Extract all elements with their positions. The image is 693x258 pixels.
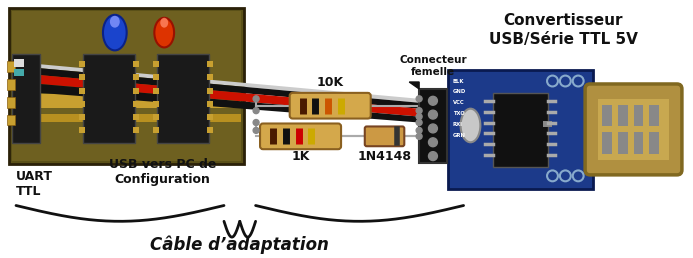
Circle shape — [253, 96, 259, 102]
FancyBboxPatch shape — [598, 126, 669, 132]
Circle shape — [416, 127, 422, 133]
Text: Câble d’adaptation: Câble d’adaptation — [150, 235, 329, 254]
FancyBboxPatch shape — [132, 127, 139, 133]
Text: USB/Série TTL 5V: USB/Série TTL 5V — [489, 32, 638, 47]
FancyBboxPatch shape — [602, 105, 612, 154]
FancyBboxPatch shape — [633, 105, 643, 154]
FancyBboxPatch shape — [153, 88, 159, 94]
FancyBboxPatch shape — [7, 115, 15, 125]
Text: RXI: RXI — [453, 122, 463, 127]
FancyBboxPatch shape — [153, 101, 159, 107]
FancyBboxPatch shape — [7, 61, 15, 72]
FancyBboxPatch shape — [207, 114, 213, 119]
FancyBboxPatch shape — [260, 124, 341, 149]
Polygon shape — [40, 84, 419, 123]
Circle shape — [428, 124, 437, 133]
FancyBboxPatch shape — [14, 59, 24, 67]
FancyBboxPatch shape — [598, 99, 669, 160]
Text: 1K: 1K — [291, 150, 310, 163]
FancyBboxPatch shape — [7, 97, 15, 108]
Circle shape — [428, 138, 437, 147]
Ellipse shape — [461, 109, 480, 142]
Text: VCC: VCC — [453, 100, 464, 105]
FancyBboxPatch shape — [153, 114, 159, 119]
FancyBboxPatch shape — [12, 114, 241, 122]
Circle shape — [416, 96, 422, 102]
FancyBboxPatch shape — [79, 114, 85, 119]
FancyBboxPatch shape — [365, 126, 404, 146]
Ellipse shape — [103, 15, 127, 50]
Text: UART
TTL: UART TTL — [16, 170, 53, 198]
Text: TXO: TXO — [453, 111, 464, 116]
Ellipse shape — [155, 18, 174, 47]
FancyBboxPatch shape — [157, 54, 209, 143]
FancyBboxPatch shape — [153, 74, 159, 80]
FancyBboxPatch shape — [132, 74, 139, 80]
Circle shape — [428, 110, 437, 119]
Ellipse shape — [160, 18, 168, 28]
Polygon shape — [40, 64, 419, 103]
Text: GND: GND — [453, 89, 466, 94]
FancyBboxPatch shape — [79, 61, 85, 67]
FancyBboxPatch shape — [649, 105, 659, 154]
Circle shape — [253, 119, 259, 125]
Circle shape — [416, 133, 422, 139]
Circle shape — [428, 152, 437, 160]
Text: 10K: 10K — [317, 76, 344, 89]
FancyBboxPatch shape — [207, 101, 213, 107]
Text: BLK: BLK — [453, 78, 464, 84]
FancyBboxPatch shape — [12, 11, 241, 161]
FancyBboxPatch shape — [543, 120, 552, 127]
FancyBboxPatch shape — [153, 127, 159, 133]
FancyBboxPatch shape — [12, 94, 241, 108]
Polygon shape — [410, 82, 419, 89]
FancyBboxPatch shape — [79, 127, 85, 133]
Circle shape — [253, 127, 259, 133]
FancyBboxPatch shape — [83, 54, 134, 143]
Polygon shape — [40, 68, 419, 109]
FancyBboxPatch shape — [207, 74, 213, 80]
Text: 1N4148: 1N4148 — [358, 150, 412, 163]
FancyBboxPatch shape — [7, 79, 15, 90]
FancyBboxPatch shape — [14, 69, 24, 76]
Text: USB vers PC de
Configuration: USB vers PC de Configuration — [109, 158, 216, 186]
FancyBboxPatch shape — [419, 89, 447, 163]
FancyBboxPatch shape — [132, 61, 139, 67]
Circle shape — [428, 96, 437, 105]
Circle shape — [416, 114, 422, 119]
FancyBboxPatch shape — [12, 54, 40, 143]
Text: Convertisseur: Convertisseur — [504, 13, 623, 28]
FancyBboxPatch shape — [448, 70, 593, 189]
Circle shape — [416, 119, 422, 125]
FancyBboxPatch shape — [290, 93, 371, 119]
FancyBboxPatch shape — [79, 88, 85, 94]
FancyBboxPatch shape — [79, 101, 85, 107]
Text: GRN: GRN — [453, 133, 466, 138]
FancyBboxPatch shape — [617, 105, 628, 154]
FancyBboxPatch shape — [207, 61, 213, 67]
Polygon shape — [40, 75, 419, 117]
FancyBboxPatch shape — [132, 101, 139, 107]
FancyBboxPatch shape — [207, 88, 213, 94]
FancyBboxPatch shape — [585, 84, 682, 175]
Text: Connecteur
femelle: Connecteur femelle — [399, 55, 467, 77]
FancyBboxPatch shape — [132, 114, 139, 119]
FancyBboxPatch shape — [79, 74, 85, 80]
Ellipse shape — [110, 16, 120, 28]
FancyBboxPatch shape — [153, 61, 159, 67]
FancyBboxPatch shape — [9, 8, 244, 164]
Circle shape — [253, 108, 259, 114]
FancyBboxPatch shape — [132, 88, 139, 94]
FancyBboxPatch shape — [493, 93, 547, 167]
Circle shape — [416, 108, 422, 114]
FancyBboxPatch shape — [207, 127, 213, 133]
